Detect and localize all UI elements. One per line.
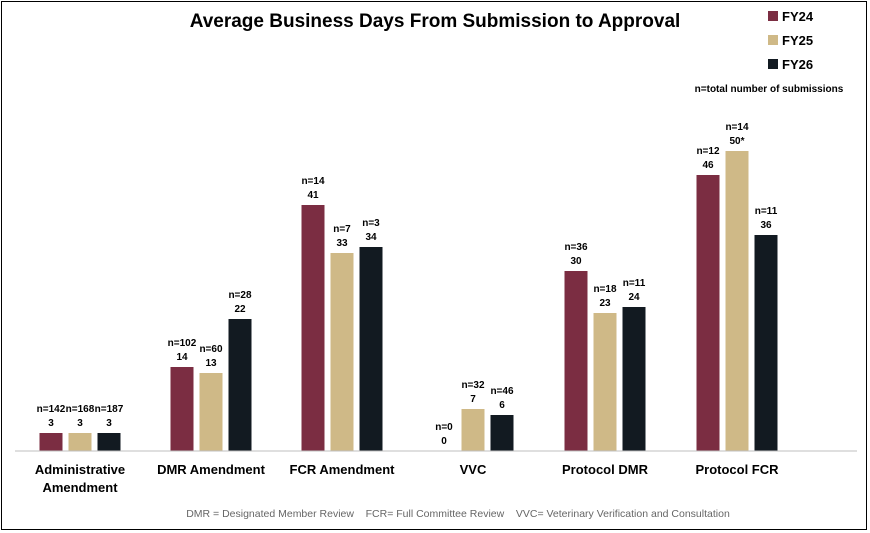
bar-fy26-3 [490,415,514,451]
bar-fy24-0 [39,433,63,451]
value-label-fy26-1: 22 [234,304,246,315]
value-label-fy25-3: 7 [470,394,476,405]
legend-label-fy26: FY26 [782,57,813,72]
value-label-fy25-2: 33 [336,238,348,249]
n-label-fy25-3: n=32 [461,380,485,391]
legend-swatch-fy24 [768,11,778,21]
n-label-fy26-5: n=11 [755,206,778,217]
n-label-fy25-5: n=14 [725,122,749,133]
category-label-5: Protocol FCR [695,462,779,477]
n-label-fy24-1: n=102 [168,338,197,349]
n-label-fy26-1: n=28 [228,290,252,301]
n-label-fy26-2: n=3 [362,218,380,229]
value-label-fy26-3: 6 [499,400,505,411]
n-label-fy25-0: n=168 [66,404,95,415]
legend-swatch-fy26 [768,59,778,69]
n-label-fy24-4: n=36 [564,242,588,253]
bar-fy26-2 [359,247,383,451]
bar-fy25-5 [725,151,749,451]
n-label-fy25-4: n=18 [593,284,617,295]
n-label-fy25-1: n=60 [199,344,223,355]
bar-fy26-0 [97,433,121,451]
bar-fy25-3 [461,409,485,451]
bar-fy25-0 [68,433,92,451]
value-label-fy25-5: 50* [729,136,744,147]
category-label-2: FCR Amendment [290,462,396,477]
bar-fy25-1 [199,373,223,451]
bar-fy24-2 [301,205,325,451]
value-label-fy25-0: 3 [77,418,83,429]
category-label-0: Administrative Amendment [35,462,125,495]
bar-fy26-1 [228,319,252,451]
value-label-fy26-2: 34 [365,232,377,243]
legend-label-fy24: FY24 [782,9,814,24]
category-label-3: VVC [460,462,487,477]
bar-fy26-5 [754,235,778,451]
chart-title: Average Business Days From Submission to… [190,11,681,32]
n-label-fy24-2: n=14 [301,176,325,187]
bars-group [39,151,778,451]
bar-fy26-4 [622,307,646,451]
n-label-fy24-3: n=0 [435,422,453,433]
category-labels-group: Administrative Amendment DMR Amendment FCR … [35,462,779,495]
value-label-fy24-2: 41 [307,190,319,201]
value-label-fy24-4: 30 [570,256,582,267]
value-label-fy24-0: 3 [48,418,54,429]
n-label-fy25-2: n=7 [333,224,351,235]
legend-swatch-fy25 [768,35,778,45]
bar-fy24-4 [564,271,588,451]
value-label-fy25-1: 13 [205,358,217,369]
n-label-fy26-0: n=187 [95,404,124,415]
category-label-1: DMR Amendment [157,462,266,477]
value-label-fy26-4: 24 [628,292,640,303]
bar-fy24-5 [696,175,720,451]
value-label-fy24-3: 0 [441,436,447,447]
value-label-fy25-4: 23 [599,298,611,309]
value-label-fy24-5: 46 [702,160,714,171]
legend: FY24 FY25 FY26 [768,9,814,72]
bar-fy25-2 [330,253,354,451]
legend-label-fy25: FY25 [782,33,813,48]
bar-fy24-1 [170,367,194,451]
abbreviation-footer: DMR = Designated Member Review FCR= Full… [186,508,730,520]
bar-fy25-4 [593,313,617,451]
value-label-fy26-5: 36 [760,220,772,231]
bar-labels-group: 3n=1423n=1683n=18714n=10213n=6022n=2841n… [37,122,778,447]
submissions-note: n=total number of submissions [695,84,844,95]
value-label-fy26-0: 3 [106,418,112,429]
value-label-fy24-1: 14 [176,352,188,363]
n-label-fy26-3: n=46 [490,386,514,397]
n-label-fy24-5: n=12 [696,146,720,157]
n-label-fy24-0: n=142 [37,404,66,415]
n-label-fy26-4: n=11 [623,278,646,289]
category-label-4: Protocol DMR [562,462,649,477]
